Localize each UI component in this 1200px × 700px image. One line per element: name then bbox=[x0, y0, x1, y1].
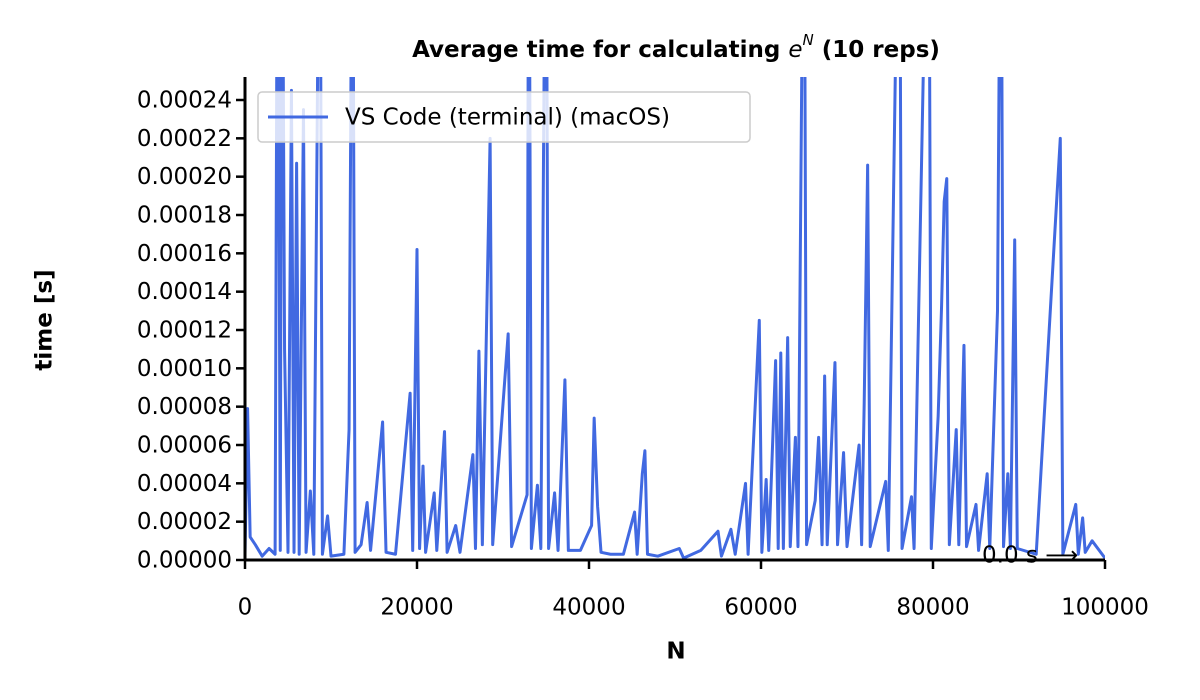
y-axis-label: time [s] bbox=[32, 269, 58, 370]
title-text: (10 reps) bbox=[814, 37, 940, 63]
x-tick-label: 0 bbox=[238, 595, 253, 621]
annotation: 0.0 s ⟶ bbox=[982, 543, 1078, 569]
y-tick-label: 0.00018 bbox=[137, 203, 232, 229]
y-tick-label: 0.00014 bbox=[137, 279, 232, 305]
title-text: Average time for calculating bbox=[412, 37, 788, 63]
legend-box bbox=[257, 91, 751, 143]
y-tick-label: 0.00010 bbox=[137, 356, 232, 382]
chart-title: Average time for calculating eN (10 reps… bbox=[412, 31, 940, 63]
y-tick-label: 0.00002 bbox=[137, 509, 232, 535]
x-axis-label: N bbox=[666, 639, 685, 665]
x-tick-label: 60000 bbox=[724, 595, 797, 621]
y-tick-label: 0.00024 bbox=[137, 88, 232, 114]
title-sup: N bbox=[803, 31, 814, 49]
plot-area bbox=[245, 77, 1105, 560]
legend: VS Code (terminal) (macOS) bbox=[257, 91, 751, 143]
data-line bbox=[245, 77, 1105, 560]
legend-label: VS Code (terminal) (macOS) bbox=[345, 105, 670, 131]
x-tick-label: 20000 bbox=[380, 595, 453, 621]
y-tick-label: 0.00022 bbox=[137, 126, 232, 152]
y-tick-label: 0.00012 bbox=[137, 318, 232, 344]
x-tick-label: 100000 bbox=[1061, 595, 1149, 621]
y-tick-label: 0.00000 bbox=[137, 548, 232, 574]
y-tick-label: 0.00020 bbox=[137, 164, 232, 190]
y-tick-label: 0.00006 bbox=[137, 433, 232, 459]
y-tick-label: 0.00016 bbox=[137, 241, 232, 267]
title-math: e bbox=[788, 37, 802, 63]
y-tick-label: 0.00004 bbox=[137, 471, 232, 497]
x-tick-label: 40000 bbox=[552, 595, 625, 621]
y-tick-label: 0.00008 bbox=[137, 394, 232, 420]
x-tick-label: 80000 bbox=[896, 595, 969, 621]
